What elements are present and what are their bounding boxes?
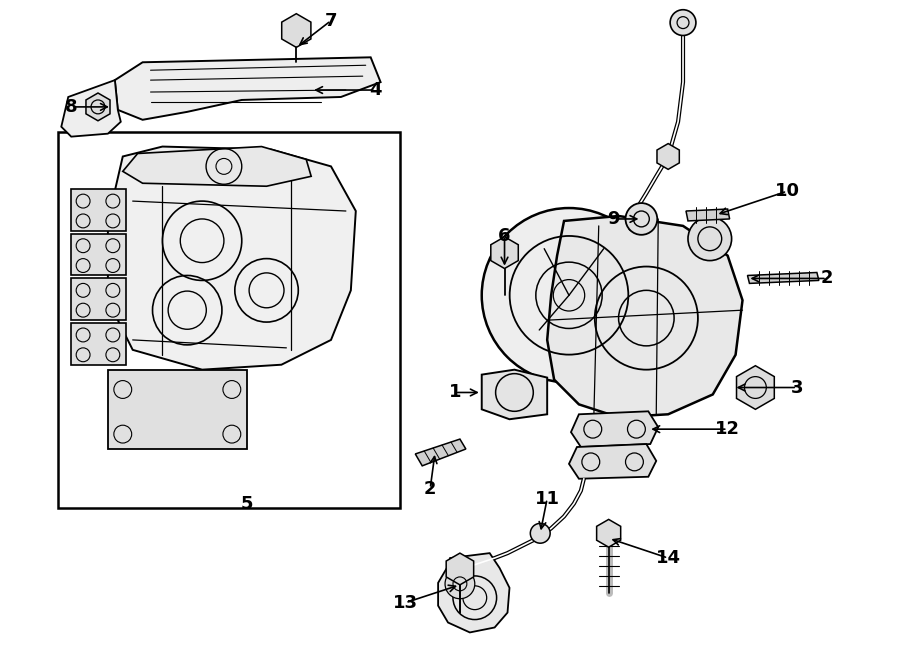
- Polygon shape: [491, 237, 518, 268]
- Circle shape: [688, 217, 732, 260]
- Text: 2: 2: [821, 270, 833, 288]
- Bar: [71, 323, 126, 365]
- Text: 12: 12: [716, 420, 740, 438]
- Bar: [71, 189, 126, 231]
- Polygon shape: [446, 553, 473, 585]
- Polygon shape: [282, 14, 310, 48]
- Polygon shape: [597, 520, 621, 547]
- Polygon shape: [108, 147, 356, 369]
- Polygon shape: [571, 411, 658, 447]
- Circle shape: [670, 10, 696, 36]
- Bar: [108, 369, 247, 449]
- Polygon shape: [415, 439, 466, 466]
- Polygon shape: [748, 272, 819, 284]
- Text: 10: 10: [775, 182, 799, 200]
- Polygon shape: [86, 93, 110, 121]
- Text: 14: 14: [656, 549, 680, 567]
- Polygon shape: [657, 143, 680, 169]
- Polygon shape: [686, 209, 730, 221]
- Polygon shape: [482, 369, 547, 419]
- Circle shape: [482, 208, 656, 383]
- Circle shape: [530, 524, 550, 543]
- Text: 6: 6: [499, 227, 511, 245]
- Text: 3: 3: [791, 379, 804, 397]
- Circle shape: [626, 203, 657, 235]
- Text: 7: 7: [325, 12, 338, 30]
- Polygon shape: [61, 80, 121, 137]
- Bar: [58, 132, 400, 508]
- Polygon shape: [438, 553, 509, 633]
- Text: 11: 11: [535, 490, 560, 508]
- Text: 2: 2: [424, 480, 436, 498]
- Text: 9: 9: [608, 210, 620, 228]
- Polygon shape: [736, 366, 774, 409]
- Circle shape: [445, 569, 475, 599]
- Bar: [71, 234, 126, 276]
- Polygon shape: [569, 444, 656, 479]
- Text: 1: 1: [449, 383, 461, 401]
- Polygon shape: [122, 147, 311, 186]
- Polygon shape: [115, 58, 381, 120]
- Polygon shape: [547, 216, 742, 417]
- Text: 8: 8: [65, 98, 77, 116]
- Text: 4: 4: [369, 81, 382, 99]
- Text: 5: 5: [240, 494, 253, 512]
- Bar: [71, 278, 126, 320]
- Text: 13: 13: [393, 594, 418, 611]
